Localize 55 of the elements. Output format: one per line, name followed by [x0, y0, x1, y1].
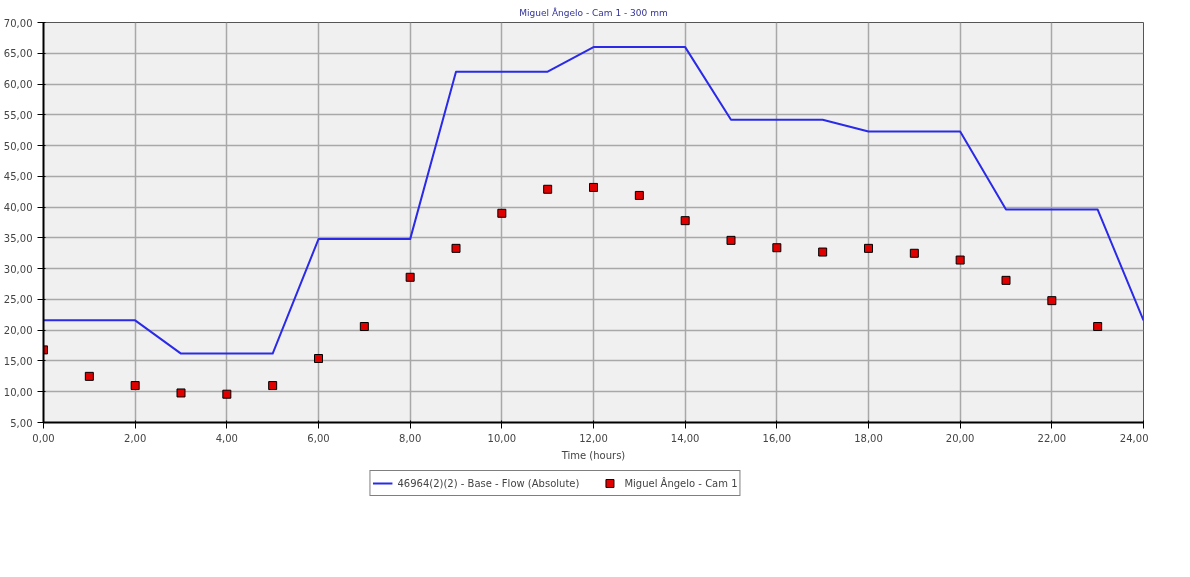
- point: [818, 247, 828, 257]
- y-tick-label: 35,00: [3, 232, 33, 244]
- y-tick-label: 50,00: [3, 140, 33, 152]
- point: [543, 184, 553, 194]
- x-axis-title: Time (hours): [560, 449, 626, 461]
- x-tick-label: 12,00: [579, 432, 608, 444]
- point: [864, 243, 873, 253]
- x-tick-label: 2,00: [124, 432, 147, 444]
- point: [405, 272, 415, 282]
- y-tick-label: 55,00: [3, 109, 33, 121]
- point: [222, 389, 232, 399]
- y-tick-label: 30,00: [3, 263, 33, 275]
- point: [1047, 296, 1057, 306]
- point: [130, 381, 140, 391]
- y-tick-label: 10,00: [3, 386, 33, 398]
- point: [589, 182, 598, 192]
- y-tick-label: 60,00: [3, 79, 33, 91]
- point: [726, 235, 736, 245]
- point: [634, 190, 644, 200]
- point: [84, 371, 94, 381]
- y-tick-label: 65,00: [3, 48, 33, 60]
- y-tick-label: 25,00: [3, 294, 33, 306]
- x-tick-label: 22,00: [1037, 432, 1067, 444]
- y-tick-label: 5,00: [10, 417, 33, 429]
- x-tick-label: 10,00: [487, 432, 517, 444]
- point: [359, 322, 369, 331]
- y-tick-label: 20,00: [3, 325, 33, 337]
- point: [176, 388, 186, 398]
- point: [497, 208, 507, 218]
- x-tick-label: 8,00: [399, 432, 422, 444]
- x-tick-label: 14,00: [670, 432, 700, 444]
- y-tick-label: 40,00: [3, 202, 33, 214]
- x-tick-label: 24,00: [1119, 432, 1149, 444]
- point: [314, 354, 323, 363]
- point: [268, 381, 278, 391]
- point: [909, 248, 919, 258]
- x-tick-label: 0,00: [32, 432, 55, 444]
- x-tick-label: 6,00: [307, 432, 330, 444]
- chart-title: Miguel Ângelo - Cam 1 - 300 mm: [519, 6, 668, 18]
- point: [680, 216, 690, 226]
- y-tick-label: 45,00: [3, 171, 33, 183]
- y-tick-label: 15,00: [3, 355, 33, 367]
- line-series: [43, 46, 1144, 355]
- x-tick-label: 20,00: [945, 432, 975, 444]
- y-tick-label: 70,00: [3, 17, 33, 29]
- legend-label: Miguel Ângelo - Cam 1: [624, 477, 738, 489]
- legend-label: 46964(2)(2) - Base - Flow (Absolute): [397, 477, 580, 489]
- x-tick-label: 18,00: [854, 432, 883, 444]
- point: [955, 255, 965, 265]
- x-tick-label: 16,00: [762, 432, 792, 444]
- point: [1093, 322, 1103, 331]
- point: [772, 243, 782, 253]
- x-tick-label: 4,00: [215, 432, 238, 444]
- point: [1001, 275, 1011, 285]
- point: [451, 243, 461, 253]
